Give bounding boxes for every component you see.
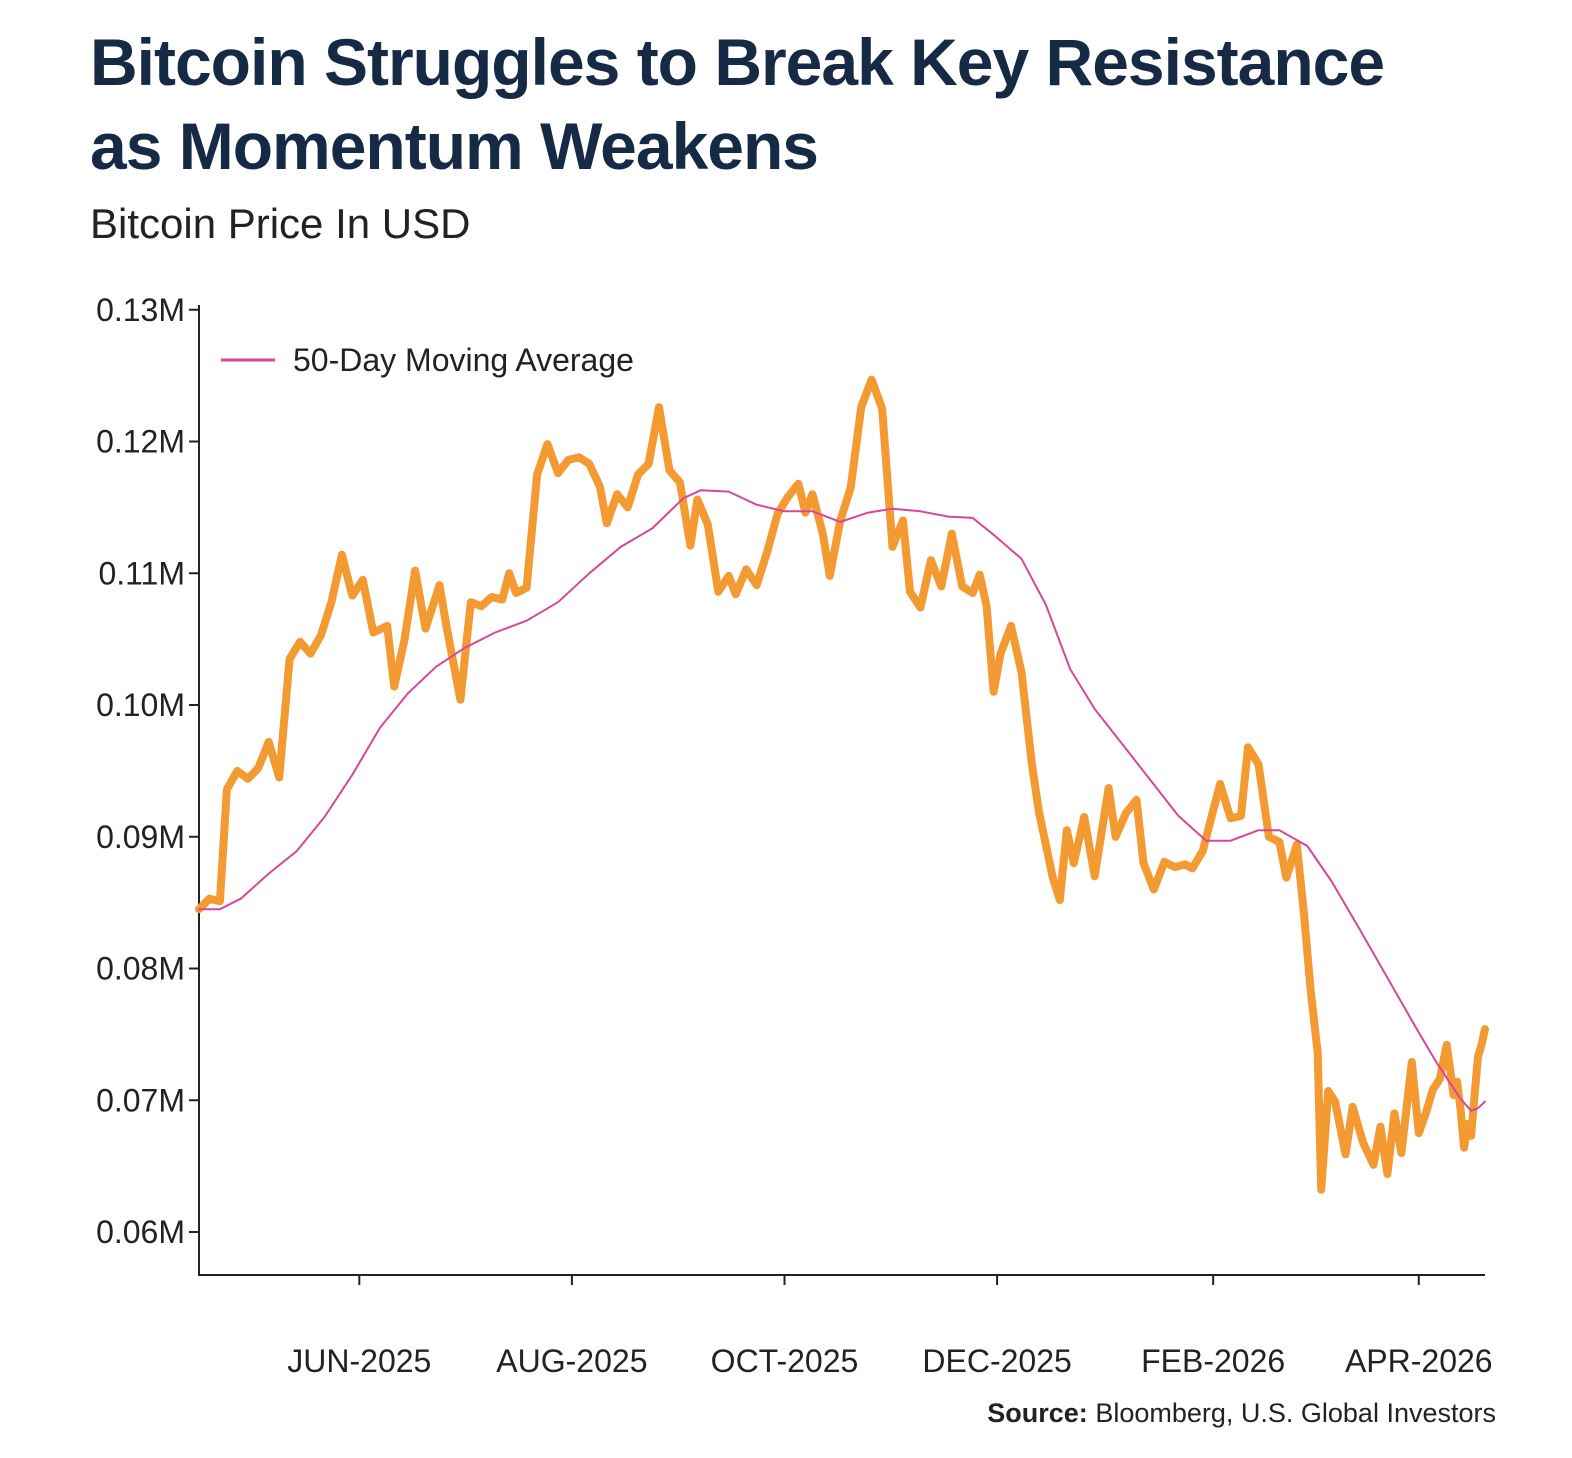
chart-title-line-2: as Momentum Weakens: [90, 109, 819, 183]
price-chart: 0.13M 0.12M 0.11M 0.10M 0.09M 0.08M 0.07M 0.06M…: [96, 292, 1493, 1379]
x-tick-label: DEC-2025: [922, 1343, 1071, 1379]
x-tick-label: AUG-2025: [496, 1343, 647, 1379]
source-note: Source: Bloomberg, U.S. Global Investors: [987, 1398, 1496, 1429]
chart-legend: 50-Day Moving Average: [221, 342, 634, 378]
y-tick-label: 0.06M: [96, 1214, 185, 1250]
x-tick-label: APR-2026: [1345, 1343, 1493, 1379]
y-tick-label: 0.13M: [96, 292, 185, 328]
bitcoin-price-line: [195, 375, 1489, 1194]
chart-lines: [195, 375, 1489, 1194]
y-tick-label: 0.11M: [98, 555, 185, 591]
chart-ticks: 0.13M 0.12M 0.11M 0.10M 0.09M 0.08M 0.07M 0.06M…: [96, 292, 1493, 1379]
x-tick-label: JUN-2025: [287, 1343, 431, 1379]
chart-title: Bitcoin Struggles to Break Key Resistanc…: [90, 20, 1530, 188]
y-tick-label: 0.09M: [96, 819, 185, 855]
y-tick-label: 0.08M: [96, 951, 185, 987]
y-tick-label: 0.10M: [96, 687, 185, 723]
moving-average-line: [198, 489, 1486, 1112]
x-tick-label: FEB-2026: [1141, 1343, 1285, 1379]
source-label: Source:: [987, 1398, 1088, 1428]
y-tick-label: 0.12M: [96, 424, 185, 460]
chart-subtitle: Bitcoin Price In USD: [90, 200, 471, 247]
legend-label: 50-Day Moving Average: [293, 342, 634, 378]
chart-title-line-1: Bitcoin Struggles to Break Key Resistanc…: [90, 25, 1385, 99]
chart-axes: [198, 305, 1485, 1276]
source-text: Bloomberg, U.S. Global Investors: [1095, 1398, 1496, 1428]
y-tick-label: 0.07M: [96, 1082, 185, 1118]
x-tick-label: OCT-2025: [711, 1343, 859, 1379]
